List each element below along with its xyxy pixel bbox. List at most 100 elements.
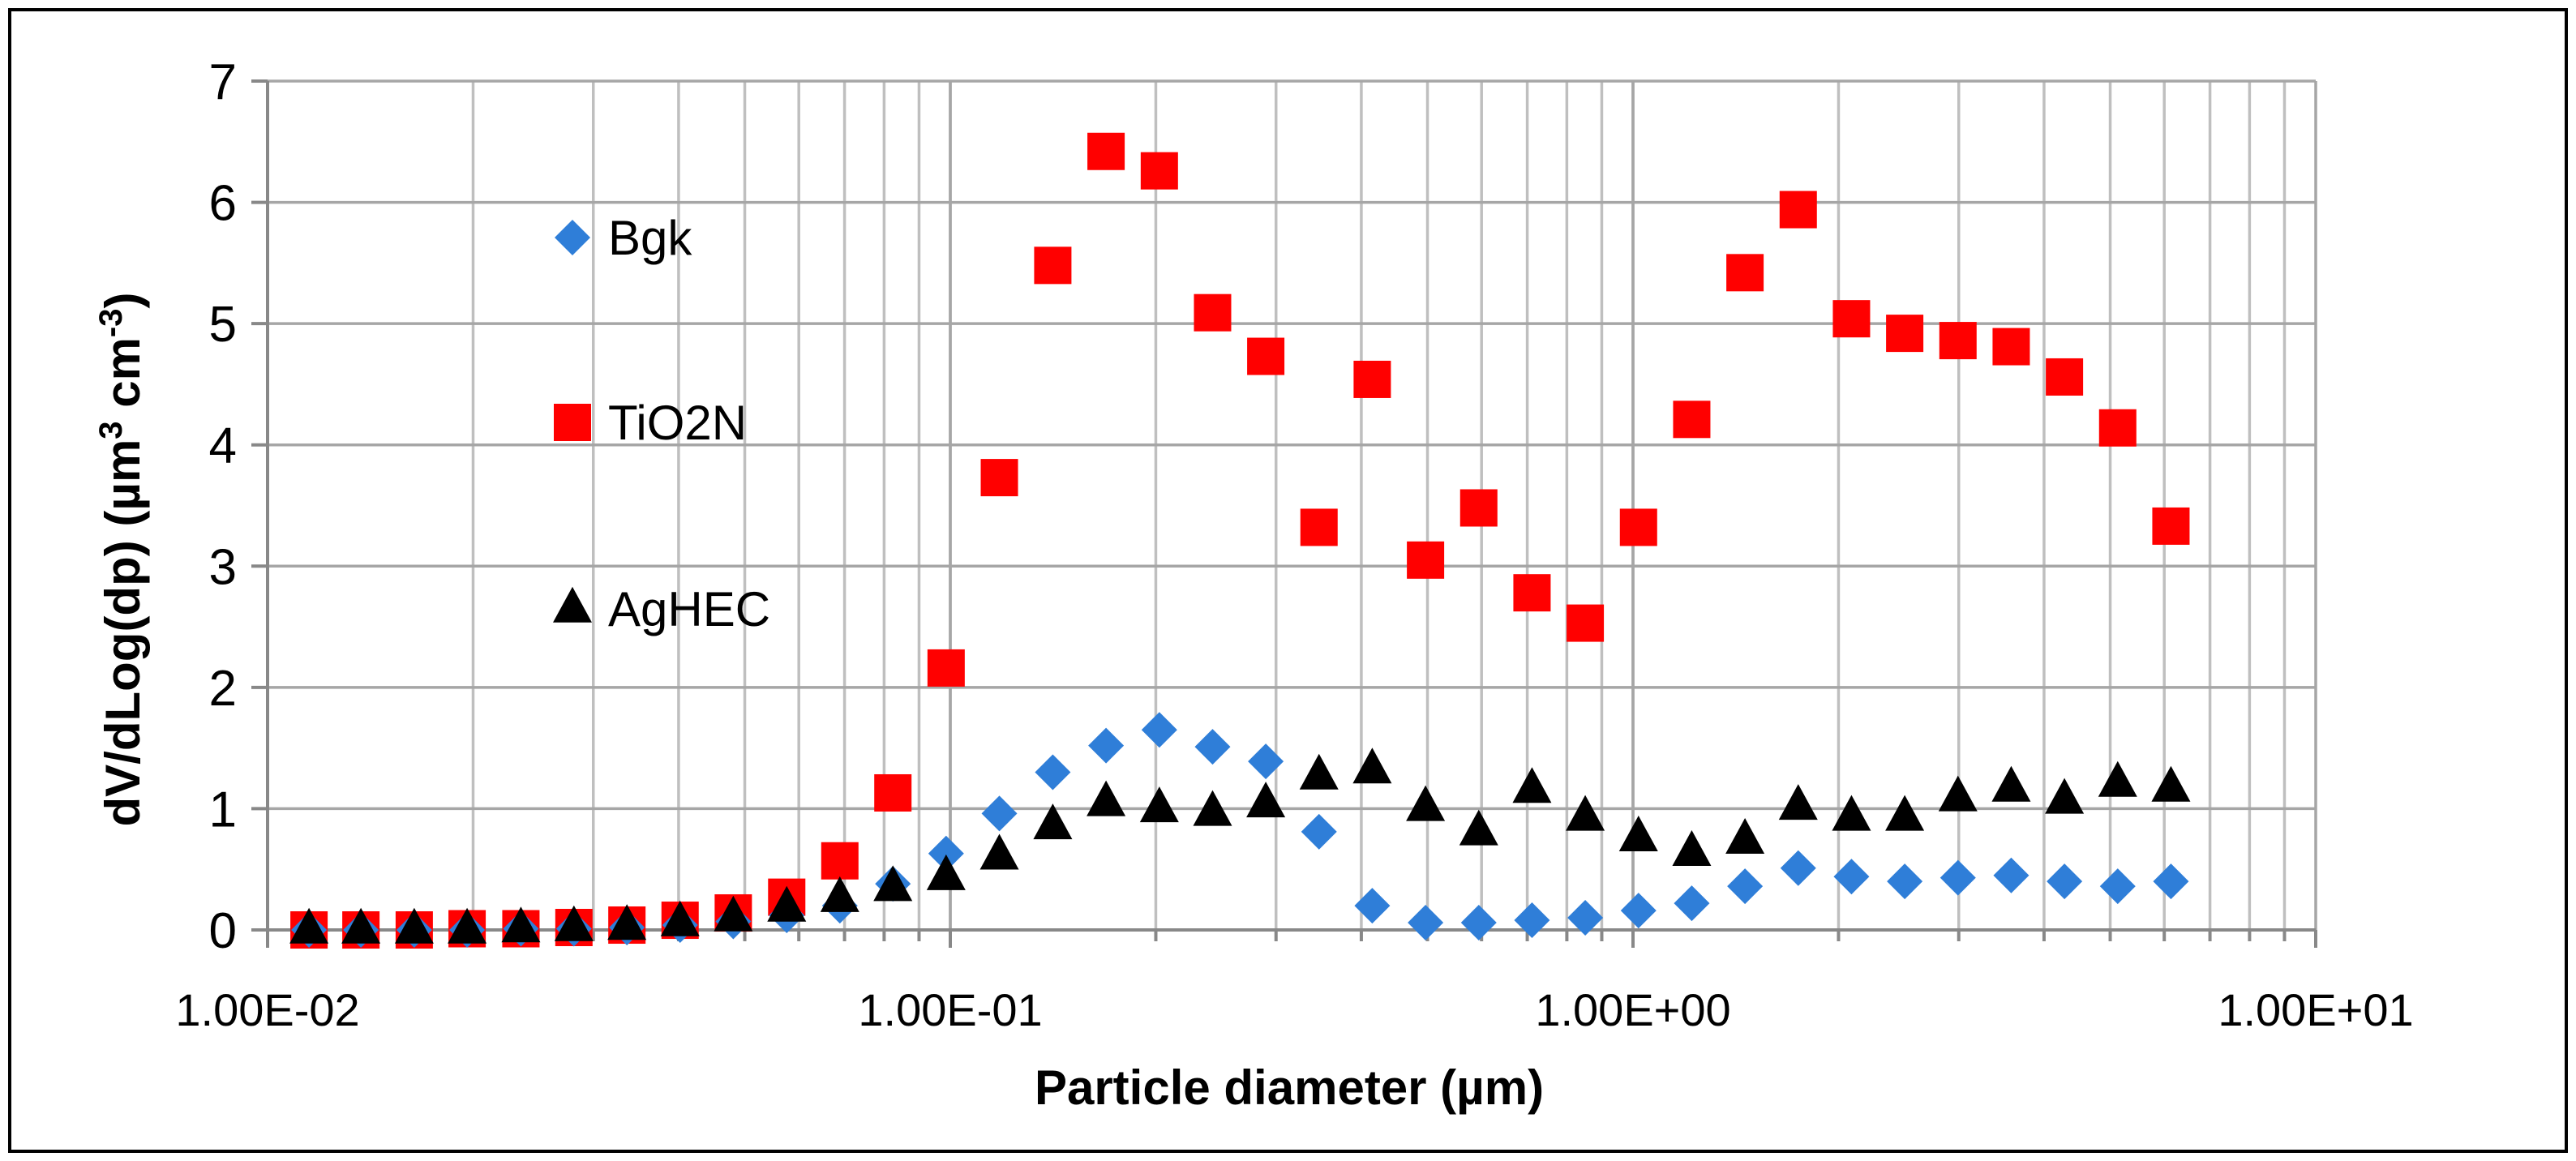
point-aghec xyxy=(873,865,913,902)
point-bgk xyxy=(2153,863,2189,900)
chart-frame xyxy=(8,8,2568,1153)
point-aghec xyxy=(1512,767,1552,803)
point-aghec xyxy=(1406,785,1446,821)
point-aghec xyxy=(1991,765,2031,802)
point-aghec xyxy=(660,900,700,936)
point-tio2n xyxy=(1992,328,2030,366)
point-tio2n xyxy=(1034,246,1072,285)
point-aghec xyxy=(289,907,329,944)
point-tio2n xyxy=(874,773,912,812)
legend-marker-bgk xyxy=(555,220,590,255)
point-bgk xyxy=(1035,754,1071,790)
legend-label: AgHEC xyxy=(608,582,770,636)
y-axis-title-end: ) xyxy=(96,293,150,309)
gridlines xyxy=(266,79,2317,932)
point-bgk xyxy=(1141,712,1177,748)
point-tio2n xyxy=(1567,604,1605,642)
point-tio2n xyxy=(1247,337,1285,375)
point-tio2n xyxy=(1140,152,1178,190)
point-bgk xyxy=(928,835,964,872)
point-aghec xyxy=(1459,809,1498,846)
point-tio2n xyxy=(1832,300,1871,338)
point-aghec xyxy=(2151,765,2191,802)
y-tick-label: 1 xyxy=(209,782,237,838)
point-bgk xyxy=(1620,893,1657,929)
series-AgHEC xyxy=(289,748,2191,944)
point-aghec xyxy=(1725,818,1765,855)
point-tio2n xyxy=(1513,574,1551,612)
point-bgk xyxy=(1301,813,1337,850)
y-axis-title-mid: cm xyxy=(96,337,150,421)
point-aghec xyxy=(554,905,594,941)
x-tick-label: 1.00E+00 xyxy=(1535,984,1730,1035)
point-aghec xyxy=(1139,786,1179,823)
data-points xyxy=(289,132,2191,949)
point-aghec xyxy=(394,907,434,944)
point-bgk xyxy=(1674,885,1710,922)
y-tick-label: 7 xyxy=(209,54,237,110)
y-tick-label: 3 xyxy=(209,539,237,595)
legend-marker-aghec xyxy=(553,586,592,623)
legend-item-Bgk: Bgk xyxy=(555,211,692,265)
legend: Bgk TiO2N AgHEC xyxy=(553,211,770,636)
legend-label: TiO2N xyxy=(608,396,747,450)
point-aghec xyxy=(2098,760,2137,797)
point-aghec xyxy=(2045,778,2085,814)
y-tick-label: 6 xyxy=(209,176,237,232)
point-aghec xyxy=(979,833,1019,870)
point-aghec xyxy=(448,907,487,944)
point-bgk xyxy=(2099,868,2136,905)
point-bgk xyxy=(1194,729,1231,765)
point-aghec xyxy=(607,904,647,940)
point-aghec xyxy=(1246,782,1286,818)
point-tio2n xyxy=(821,842,859,880)
legend-item-AgHEC: AgHEC xyxy=(553,582,770,636)
y-axis-title-main: dV/dLog(dp) (µm xyxy=(96,439,150,827)
x-tick-label: 1.00E-02 xyxy=(175,984,359,1035)
point-aghec xyxy=(1672,829,1712,866)
point-aghec xyxy=(714,895,753,932)
y-tick-label: 0 xyxy=(209,903,237,959)
point-tio2n xyxy=(1194,293,1232,332)
y-tick-label: 2 xyxy=(209,661,237,717)
point-bgk xyxy=(1248,743,1284,780)
x-tick-label: 1.00E+01 xyxy=(2218,984,2413,1035)
point-tio2n xyxy=(1673,401,1711,439)
y-tick-label: 4 xyxy=(209,418,237,474)
point-tio2n xyxy=(1939,322,1977,360)
point-aghec xyxy=(1299,753,1339,790)
y-tick-label: 5 xyxy=(209,297,237,353)
point-aghec xyxy=(820,876,859,912)
point-bgk xyxy=(1567,900,1604,936)
point-aghec xyxy=(1566,795,1605,831)
legend-item-TiO2N: TiO2N xyxy=(554,396,747,450)
point-tio2n xyxy=(1726,254,1764,292)
point-tio2n xyxy=(1619,508,1657,546)
point-aghec xyxy=(1832,795,1871,831)
point-bgk xyxy=(1460,905,1497,941)
point-bgk xyxy=(1088,727,1125,764)
point-bgk xyxy=(1833,859,1870,895)
x-tick-label: 1.00E-01 xyxy=(858,984,1042,1035)
point-tio2n xyxy=(1407,541,1445,579)
point-bgk xyxy=(981,795,1018,832)
point-aghec xyxy=(1033,803,1073,840)
point-bgk xyxy=(1408,905,1444,941)
point-aghec xyxy=(1618,816,1658,852)
point-tio2n xyxy=(2046,358,2084,396)
point-aghec xyxy=(1087,780,1126,816)
point-tio2n xyxy=(1087,132,1125,170)
point-aghec xyxy=(501,906,541,943)
point-aghec xyxy=(1352,748,1392,784)
y-axis-title: dV/dLog(dp) (µm3 cm-3) xyxy=(93,293,150,827)
point-aghec xyxy=(1778,784,1818,820)
point-tio2n xyxy=(1886,315,1924,353)
point-tio2n xyxy=(980,459,1018,497)
point-tio2n xyxy=(1353,360,1391,398)
point-tio2n xyxy=(2152,507,2190,545)
point-aghec xyxy=(767,885,807,922)
point-bgk xyxy=(1993,857,2030,893)
legend-label: Bgk xyxy=(608,211,692,265)
point-bgk xyxy=(1727,868,1764,905)
